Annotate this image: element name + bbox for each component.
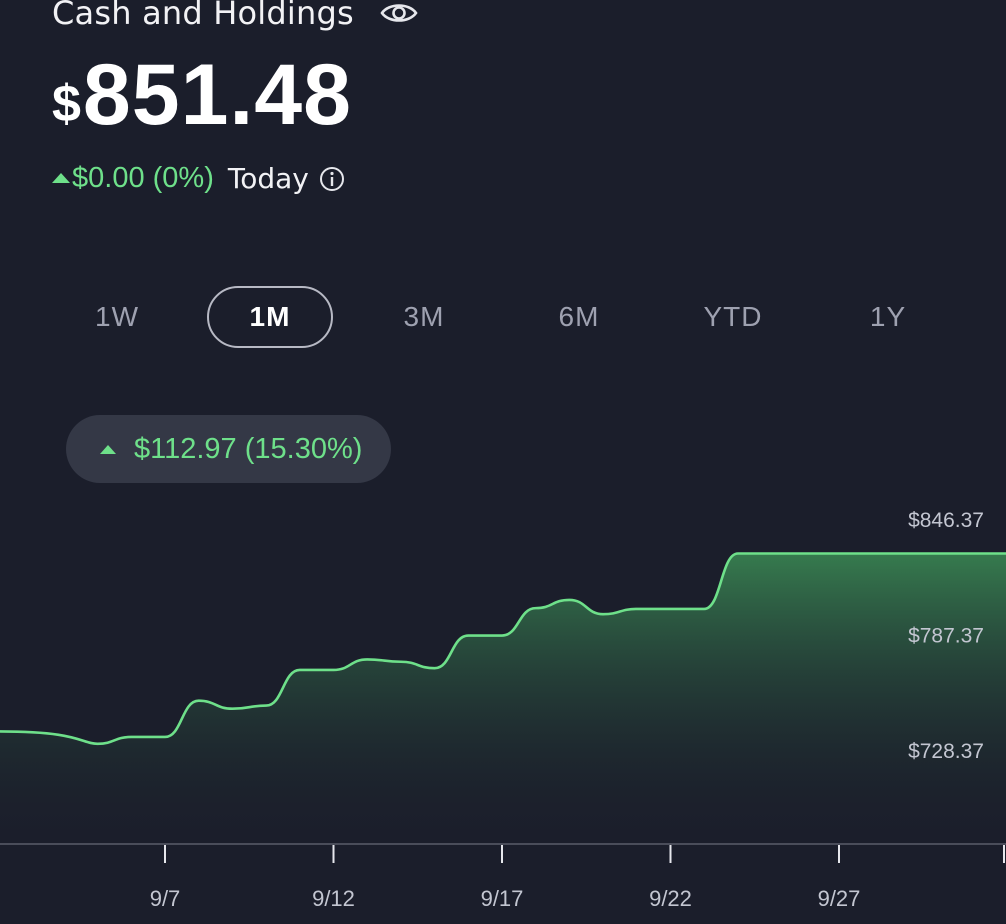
x-tick-label: 9/12 xyxy=(312,886,355,911)
chart-area xyxy=(0,553,1006,844)
y-tick-label: $846.37 xyxy=(908,509,984,532)
page-title: Cash and Holdings xyxy=(52,0,354,32)
range-6m[interactable]: 6M xyxy=(558,301,600,332)
range-selector: 1W 1M 3M 6M YTD 1Y xyxy=(40,286,966,348)
today-change-row: $0.00 (0%) Today xyxy=(52,162,345,195)
eye-icon[interactable] xyxy=(380,0,418,26)
range-3m[interactable]: 3M xyxy=(403,301,445,332)
range-ytd[interactable]: YTD xyxy=(703,301,763,332)
x-tick-label: 9/7 xyxy=(150,886,181,911)
chart-line xyxy=(0,552,1006,746)
x-tick-label: 9/17 xyxy=(481,886,524,911)
y-axis-labels: $846.37 $787.37 $728.37 xyxy=(908,509,984,763)
period-change-badge: $112.97 (15.30%) xyxy=(66,415,391,483)
range-1y[interactable]: 1Y xyxy=(869,301,907,332)
balance-value: $ 851.48 xyxy=(52,52,352,138)
range-1w[interactable]: 1W xyxy=(95,301,139,332)
balance-currency: $ xyxy=(52,75,81,133)
up-arrow-icon xyxy=(52,172,70,183)
balance-amount: 851.48 xyxy=(82,47,352,143)
x-tick-label: 9/27 xyxy=(818,886,861,911)
x-axis-ticks: 9/7 9/12 9/17 9/22 9/27 xyxy=(150,845,1005,911)
today-change: $0.00 (0%) xyxy=(72,162,214,194)
y-tick-label: $787.37 xyxy=(908,625,984,648)
y-tick-label: $728.37 xyxy=(908,740,984,763)
info-icon[interactable] xyxy=(319,166,345,192)
today-label: Today xyxy=(227,162,309,195)
up-arrow-icon xyxy=(100,444,116,454)
x-tick-label: 9/22 xyxy=(649,886,692,911)
period-change-value: $112.97 (15.30%) xyxy=(134,432,363,465)
range-1m[interactable]: 1M xyxy=(207,286,333,348)
title-row: Cash and Holdings xyxy=(52,0,418,32)
